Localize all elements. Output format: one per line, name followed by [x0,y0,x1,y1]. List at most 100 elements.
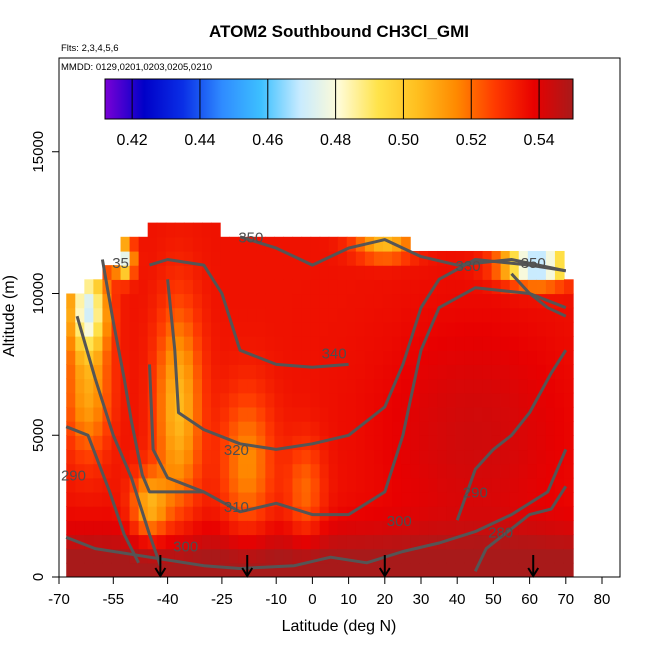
heatmap-cell [419,378,429,394]
heatmap-cell [346,378,357,394]
heatmap-cell [491,336,502,351]
heatmap-cell [527,463,538,479]
heatmap-cell [319,265,330,280]
contour-labels: 350 350 330 340 320 310 300 300 290 290 280 35 [61,229,546,555]
heatmap-cell [364,378,375,394]
heatmap-cell [138,321,149,337]
heatmap-cell [283,250,294,266]
plot-frame [58,57,621,578]
heatmap-cell [346,392,357,408]
heatmap-cell [220,279,230,295]
x-tick-label: 80 [594,591,611,608]
heatmap-cell [274,463,285,479]
flight-markers [154,555,540,578]
heatmap-cell [174,279,185,295]
heatmap-cell [301,250,312,266]
heatmap-cell [401,336,411,351]
heatmap-cell [373,364,384,380]
heatmap-cell [292,321,303,337]
contour-label: 310 [224,499,249,516]
heatmap-cell [319,562,330,577]
heatmap-cell [491,250,502,266]
heatmap-cell [265,421,275,436]
heatmap-cell [346,477,357,493]
heatmap-cell [536,548,547,564]
heatmap-cell [328,520,339,536]
flight-marker-head [154,567,167,578]
heatmap-cell [256,491,266,507]
heatmap-cell [373,421,384,436]
heatmap-cell [201,491,212,507]
heatmap-cell [410,307,420,323]
contour-label: 290 [463,485,488,502]
heatmap-cell [120,321,131,337]
heatmap-cell [428,321,438,337]
heatmap-cell [147,307,158,323]
heatmap-cell [75,491,85,507]
heatmap-cell [229,336,239,351]
heatmap-cell [211,562,221,577]
heatmap-cell [518,378,529,394]
heatmap-cell [500,491,511,507]
heatmap-cell [346,406,357,422]
heatmap-cell [491,307,502,323]
heatmap-cell [229,236,239,252]
heatmap-cell [500,265,511,280]
heatmap-cell [346,336,357,351]
heatmap-cell [482,548,493,564]
heatmap-cell [174,463,185,479]
heatmap-cell [482,477,493,493]
heatmap-cell [473,562,484,577]
heatmap-cell [247,463,257,479]
heatmap-cell [220,562,230,577]
heatmap-cell [165,477,176,493]
heatmap-cell [283,562,294,577]
heatmap-cell [355,364,366,380]
heatmap-cell [66,477,76,493]
heatmap-cell [328,562,339,577]
heatmap-cell [491,392,502,408]
heatmap-cell [319,364,330,380]
heatmap-cell [328,236,339,252]
heatmap-cell [446,491,456,507]
heatmap-cell [491,279,502,295]
heatmap-cell [328,250,339,266]
y-axis-label: Altitude (m) [1,275,18,357]
heatmap-cell [428,421,438,436]
heatmap-cell [419,548,429,564]
heatmap-cell [238,265,248,280]
heatmap-cell [292,307,303,323]
heatmap-cell [491,477,502,493]
heatmap-cell [174,449,185,465]
heatmap-cell [373,463,384,479]
heatmap-cell [500,250,511,266]
colorbar: 0.42 0.44 0.46 0.48 0.50 0.52 0.54 [104,78,574,149]
heatmap-cell [392,364,402,380]
heatmap-cell [120,548,131,564]
heatmap-cell [147,364,158,380]
heatmap-cell [337,350,348,365]
heatmap-cell [563,307,574,323]
heatmap-cell [437,392,447,408]
heatmap-cell [274,562,285,577]
x-tick-label: 0 [308,591,316,608]
heatmap-cell [211,477,221,493]
heatmap-cell [500,293,511,309]
heatmap-cell [346,562,357,577]
heatmap-cell [518,421,529,436]
heatmap-cell [355,506,366,521]
heatmap-cell [482,336,493,351]
heatmap-cell [156,534,167,550]
heatmap-cell [93,548,104,564]
heatmap-cell [283,321,294,337]
heatmap-cell [392,477,402,493]
heatmap-cell [256,562,266,577]
heatmap-cell [500,449,511,465]
heatmap-cell [102,307,113,323]
heatmap-cell [156,293,167,309]
heatmap-cell [355,421,366,436]
heatmap-cell [419,463,429,479]
x-tick-label: 70 [557,591,574,608]
heatmap-cell [238,236,248,252]
heatmap-cell [310,336,321,351]
